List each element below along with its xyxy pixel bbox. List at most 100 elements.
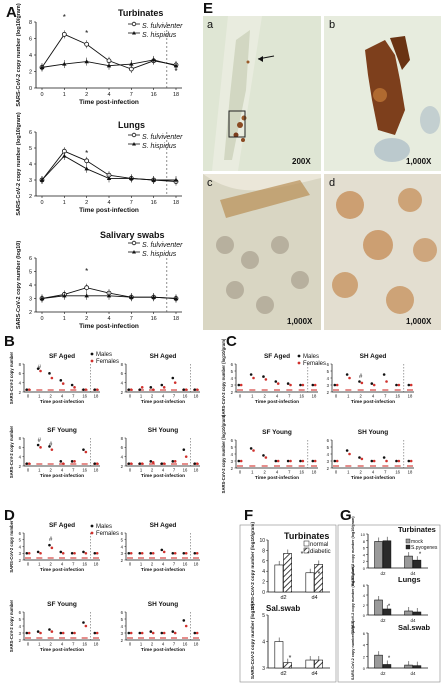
chart-s3-series-1-point xyxy=(27,388,31,391)
chart-s13-series-1-point xyxy=(84,624,88,628)
chart-b17-sig-1: * xyxy=(419,552,422,558)
chart-s11-series-1-point xyxy=(27,551,31,555)
chart-s6-xtick-label: 2 xyxy=(151,468,154,473)
chart-s11-ylabel: SARS-CoV-2 copy number xyxy=(9,520,14,573)
chart-s5-ylabel: SARS-CoV-2 copy number xyxy=(9,425,14,478)
chart-a2-series-1-point xyxy=(62,293,67,298)
micrograph-c-magnification: 1,000X xyxy=(287,317,313,326)
chart-a0-ylabel: SARS-CoV-2 copy number (log10/gram) xyxy=(16,3,22,106)
chart-s11-series-0-point xyxy=(48,543,51,547)
chart-s12-ytick-label: 4 xyxy=(121,544,124,549)
chart-s9-series-1-point xyxy=(289,459,292,463)
chart-s3-xlabel: Time post-infection xyxy=(40,399,84,405)
chart-b18-category-label: d2 xyxy=(380,618,386,623)
chart-s9-series-1-point xyxy=(252,449,255,452)
chart-s11-ytick-label: 2 xyxy=(19,558,22,563)
chart-s13-series-0-point xyxy=(93,631,97,635)
chart-s3-sig-1: # xyxy=(38,365,42,371)
legend-sex-b-females: Females xyxy=(96,359,119,365)
chart-s12-series-0-point xyxy=(171,551,175,555)
chart-s8-xtick-label: 4 xyxy=(372,394,375,399)
chart-s8-xtick-label: 1 xyxy=(347,394,350,399)
legend-sex-b-males: Males xyxy=(96,352,112,358)
chart-a0-xtick-label: 16 xyxy=(151,92,157,98)
chart-s4-series-0-point xyxy=(127,388,131,391)
chart-s10-series-1-point xyxy=(348,452,351,456)
chart-b18-title: Lungs xyxy=(398,575,421,584)
chart-a1-xtick-label: 16 xyxy=(151,200,157,206)
chart-s6-series-0-point xyxy=(182,448,186,451)
chart-s6-series-1-point xyxy=(129,462,133,465)
chart-s7-series-1-point xyxy=(276,382,280,385)
chart-s10-series-0-point xyxy=(407,459,411,463)
chart-a0-series-1-point xyxy=(151,57,156,62)
chart-s12-title: SH Aged xyxy=(150,522,177,529)
chart-a2-xtick-label: 4 xyxy=(107,316,110,322)
chart-b15-sig-1: * xyxy=(301,551,304,558)
chart-s7-ytick-label: 6 xyxy=(231,362,234,367)
legend-f-diabetic-swatch xyxy=(303,547,310,554)
chart-s9-series-0-point xyxy=(274,459,278,463)
chart-s5-xtick-label: 18 xyxy=(94,468,99,473)
chart-s12-series-0-point xyxy=(193,551,197,555)
chart-b17-series-1-bar xyxy=(382,540,392,569)
chart-s3-series-0-point xyxy=(93,388,97,391)
chart-s8-sig-1: # xyxy=(359,374,363,380)
chart-b16-ytick-label: 4 xyxy=(262,640,265,646)
chart-s4-series-1-point xyxy=(129,388,133,391)
chart-s13-series-0-point xyxy=(82,621,85,624)
chart-s5-series-1-point xyxy=(84,450,88,454)
legend-a0-marker-sh xyxy=(132,31,136,35)
chart-s5-series-1-point xyxy=(39,446,42,449)
chart-s13-ytick-label: 4 xyxy=(19,624,22,629)
chart-b16-series-1-bar xyxy=(314,659,323,669)
chart-s9-series-1-point xyxy=(276,459,280,463)
chart-s13-xtick-label: 4 xyxy=(61,642,64,647)
chart-s14-xtick-label: 7 xyxy=(173,642,176,647)
chart-s4-series-0-point xyxy=(182,388,186,391)
chart-s10-xtick-label: 16 xyxy=(395,470,400,475)
chart-s7-series-1-point xyxy=(239,383,243,387)
chart-s14-ytick-label: 5 xyxy=(121,617,124,622)
chart-s14-series-0-point xyxy=(193,631,197,635)
chart-b16-series-0-bar xyxy=(305,659,315,669)
chart-b17-category-label: d4 xyxy=(410,571,416,576)
chart-b15-category-label: d4 xyxy=(311,595,317,601)
chart-s8-series-1-point xyxy=(385,380,388,383)
chart-s13-series-0-point xyxy=(36,630,40,633)
chart-s4-xtick-label: 0 xyxy=(129,394,132,399)
chart-s14-series-1-point xyxy=(129,631,133,635)
chart-a0-xtick-label: 7 xyxy=(130,92,133,98)
chart-b17-ytick-label: 0 xyxy=(363,566,366,571)
chart-b19-category-label: d2 xyxy=(380,671,386,676)
chart-s4-xtick-label: 1 xyxy=(140,394,143,399)
chart-s11-xtick-label: 18 xyxy=(94,562,99,567)
legend-g-pyogenes: S.pyogenes xyxy=(411,545,438,551)
chart-s13-series-0-point xyxy=(25,631,29,635)
chart-a2-ytick-label: 5 xyxy=(29,270,32,276)
chart-s14-title: SH Young xyxy=(148,601,178,608)
chart-s8-series-0-point xyxy=(333,383,337,387)
chart-s10-series-0-point xyxy=(382,456,386,459)
chart-s3-title: SF Aged xyxy=(49,353,75,360)
chart-s5-xtick-label: 16 xyxy=(82,468,87,473)
chart-b17-ytick-label: 10 xyxy=(361,532,366,537)
chart-s5-xtick-label: 4 xyxy=(61,468,64,473)
chart-s11-ytick-label: 3 xyxy=(19,551,22,556)
chart-b18-ytick-label: 2 xyxy=(363,603,366,608)
legend-turbinates-sh: S. hispidus xyxy=(142,32,177,39)
chart-s10-ytick-label: 4 xyxy=(327,452,330,457)
legend-g-mock-swatch xyxy=(405,538,411,544)
chart-s5-series-1-point xyxy=(27,462,31,465)
chart-b19-ytick-label: 2 xyxy=(363,654,366,659)
chart-s6-xtick-label: 0 xyxy=(129,468,132,473)
legend-sex-c-males: Males xyxy=(303,354,319,360)
chart-s14-series-1-point xyxy=(140,631,144,635)
chart-s14-xtick-label: 1 xyxy=(140,642,143,647)
legend-salivary-sf: S. fulviventer xyxy=(142,242,183,249)
chart-b17-series-0-bar xyxy=(374,541,383,569)
chart-b19-category-label: d4 xyxy=(410,671,416,676)
chart-a0-ytick-label: 8 xyxy=(29,20,32,26)
chart-s9-xtick-label: 18 xyxy=(312,470,317,475)
micrograph-a xyxy=(203,16,321,171)
